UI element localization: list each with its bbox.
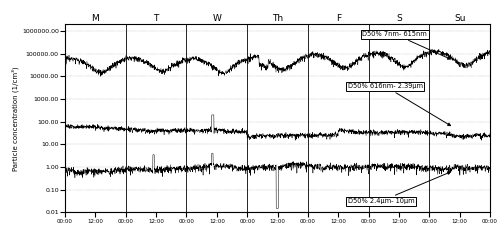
Text: D50% 2.4μm- 10μm: D50% 2.4μm- 10μm bbox=[348, 172, 451, 204]
Text: D50% 7nm- 615nm: D50% 7nm- 615nm bbox=[362, 31, 450, 59]
Y-axis label: Particle concentration (1/cm³): Particle concentration (1/cm³) bbox=[12, 66, 19, 171]
Text: D50% 616nm- 2.39μm: D50% 616nm- 2.39μm bbox=[348, 83, 451, 126]
